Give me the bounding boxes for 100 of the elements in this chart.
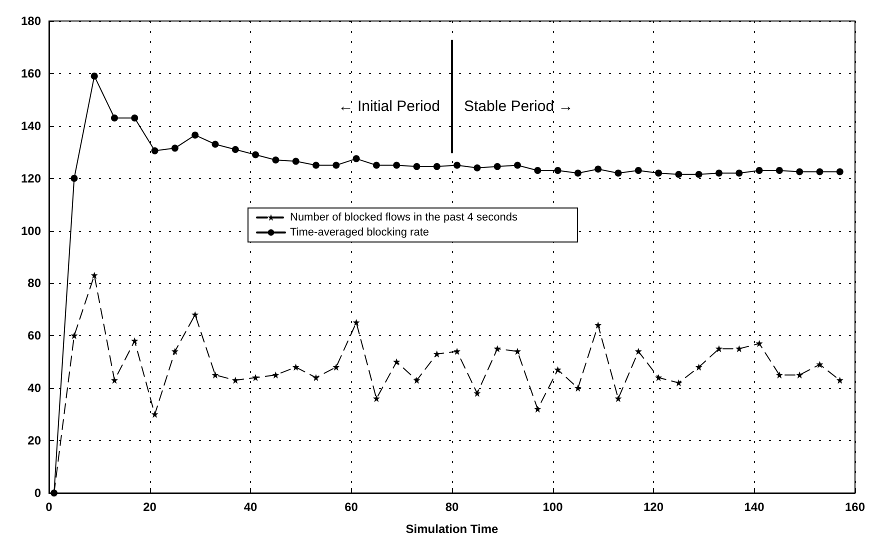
point — [352, 155, 360, 162]
point — [454, 162, 461, 169]
y-tick-label: 120 — [20, 171, 42, 186]
point — [836, 168, 844, 176]
point — [312, 162, 320, 169]
point — [393, 162, 400, 169]
point — [695, 170, 702, 178]
point — [474, 390, 481, 397]
x-tick-label: 0 — [46, 500, 53, 514]
point — [614, 395, 622, 402]
point — [736, 170, 743, 177]
point — [292, 158, 300, 165]
annotation: ← Initial Period — [338, 98, 440, 116]
point — [252, 374, 260, 382]
point — [534, 166, 542, 174]
point — [352, 319, 360, 326]
legend-label: Time-averaged blocking rate — [290, 226, 429, 238]
point — [70, 174, 78, 182]
point — [212, 140, 219, 148]
point — [796, 168, 804, 176]
y-tick-label: 20 — [28, 434, 42, 448]
point — [776, 372, 783, 378]
point — [695, 364, 702, 371]
point — [272, 156, 280, 164]
point — [736, 345, 743, 352]
point — [594, 166, 602, 173]
point — [474, 164, 481, 172]
point — [131, 337, 138, 344]
point — [514, 162, 521, 169]
x-tick-label: 100 — [542, 500, 564, 514]
point — [171, 144, 178, 152]
point — [110, 376, 118, 384]
point — [232, 376, 239, 384]
point — [70, 332, 78, 340]
y-tick-label: 0 — [34, 486, 42, 500]
point — [252, 151, 260, 158]
point — [836, 376, 844, 384]
point — [90, 272, 98, 279]
y-tick-label: 80 — [28, 276, 42, 290]
x-tick-label: 20 — [143, 500, 157, 514]
point — [634, 348, 642, 355]
point — [171, 348, 178, 355]
x-tick-label: 140 — [744, 500, 765, 514]
point — [715, 170, 722, 177]
point — [433, 350, 440, 358]
point — [594, 322, 602, 329]
x-tick-label: 120 — [643, 500, 664, 514]
point — [212, 372, 219, 378]
point — [454, 348, 461, 355]
point — [90, 72, 98, 80]
x-tick-label: 60 — [344, 500, 358, 514]
y-tick-label: 160 — [20, 66, 42, 80]
point — [514, 348, 521, 355]
point — [796, 372, 804, 378]
point — [655, 374, 662, 382]
point — [534, 406, 542, 413]
legend-label: Number of blocked flows in the past 4 seconds — [290, 212, 518, 224]
point — [634, 166, 642, 174]
point — [756, 166, 763, 174]
point — [131, 114, 138, 122]
point — [192, 311, 199, 318]
point — [332, 364, 340, 371]
point — [675, 379, 682, 386]
point — [816, 361, 824, 368]
point — [675, 170, 682, 178]
y-tick-label: 100 — [20, 224, 42, 238]
point — [372, 395, 380, 402]
point — [372, 162, 380, 169]
point — [494, 345, 501, 352]
point — [292, 364, 300, 371]
point — [554, 366, 562, 374]
x-axis-title: Simulation Time — [406, 522, 499, 536]
point — [232, 146, 239, 153]
y-tick-label: 40 — [28, 381, 42, 396]
point — [110, 114, 118, 122]
point — [715, 345, 722, 352]
point — [494, 163, 501, 170]
x-tick-label: 40 — [244, 500, 258, 514]
point — [433, 163, 440, 170]
point — [614, 170, 622, 177]
point — [816, 168, 824, 176]
point — [272, 372, 280, 378]
point — [574, 170, 582, 177]
point — [151, 147, 158, 154]
point — [554, 166, 562, 174]
point — [332, 162, 340, 169]
point — [655, 170, 662, 177]
point — [393, 358, 400, 366]
point — [151, 410, 158, 418]
x-tick-label: 160 — [844, 500, 866, 514]
point — [312, 374, 320, 382]
y-tick-label: 60 — [28, 328, 42, 343]
point — [776, 166, 783, 174]
annotation: Stable Period → — [464, 98, 574, 116]
point — [413, 163, 420, 170]
y-tick-label: 180 — [20, 14, 42, 28]
point — [192, 132, 199, 139]
y-tick-label: 140 — [20, 118, 42, 133]
point — [756, 340, 763, 348]
point — [574, 384, 582, 392]
